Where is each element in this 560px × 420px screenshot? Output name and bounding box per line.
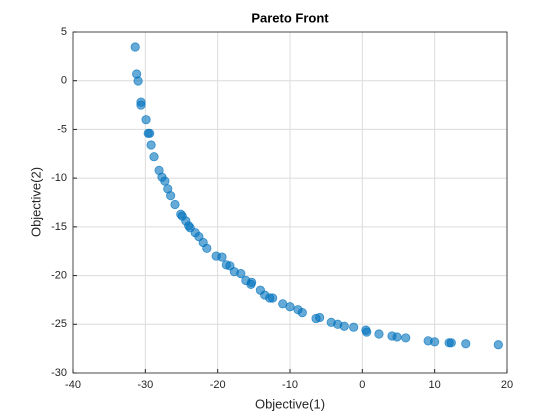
point <box>149 152 159 162</box>
y-tick-label: -30 <box>51 367 67 379</box>
point <box>297 307 307 318</box>
x-tick-label: -30 <box>137 379 153 391</box>
point <box>268 293 278 303</box>
point <box>133 76 143 86</box>
plot-frame <box>72 31 508 374</box>
point <box>146 140 156 150</box>
y-axis-label: Objective(2) <box>28 167 43 237</box>
point <box>166 191 176 201</box>
point <box>392 332 402 342</box>
x-tick-label: 20 <box>501 379 513 391</box>
point <box>236 269 246 279</box>
point <box>339 321 349 331</box>
point <box>202 243 212 253</box>
point <box>141 115 151 125</box>
point <box>247 277 257 287</box>
point <box>170 199 180 210</box>
y-tick-label: 5 <box>61 26 67 38</box>
x-tick-label: 10 <box>429 379 441 391</box>
point <box>145 128 155 138</box>
point <box>446 338 456 348</box>
point <box>374 329 384 339</box>
point <box>401 333 411 343</box>
y-tick-label: -5 <box>57 123 67 135</box>
y-tick-label: -25 <box>51 318 67 330</box>
y-tick-label: -15 <box>51 221 67 233</box>
point <box>349 322 359 332</box>
x-tick-label: -20 <box>210 379 226 391</box>
point <box>217 252 227 262</box>
chart-title: Pareto Front <box>251 10 329 25</box>
point <box>160 176 170 186</box>
point <box>130 42 140 52</box>
x-tick-label: -10 <box>282 379 298 391</box>
y-tick-label: -10 <box>51 172 67 184</box>
point <box>285 302 295 312</box>
point <box>136 100 146 110</box>
x-tick-label: 0 <box>359 379 365 391</box>
point <box>315 312 325 323</box>
point <box>461 339 471 349</box>
y-tick-label: 0 <box>61 75 67 87</box>
y-tick-label: -20 <box>51 269 67 281</box>
point <box>493 340 503 350</box>
x-axis-label: Objective(1) <box>255 396 325 411</box>
point <box>362 327 372 337</box>
x-tick-label: -40 <box>65 379 81 391</box>
point <box>430 337 440 347</box>
